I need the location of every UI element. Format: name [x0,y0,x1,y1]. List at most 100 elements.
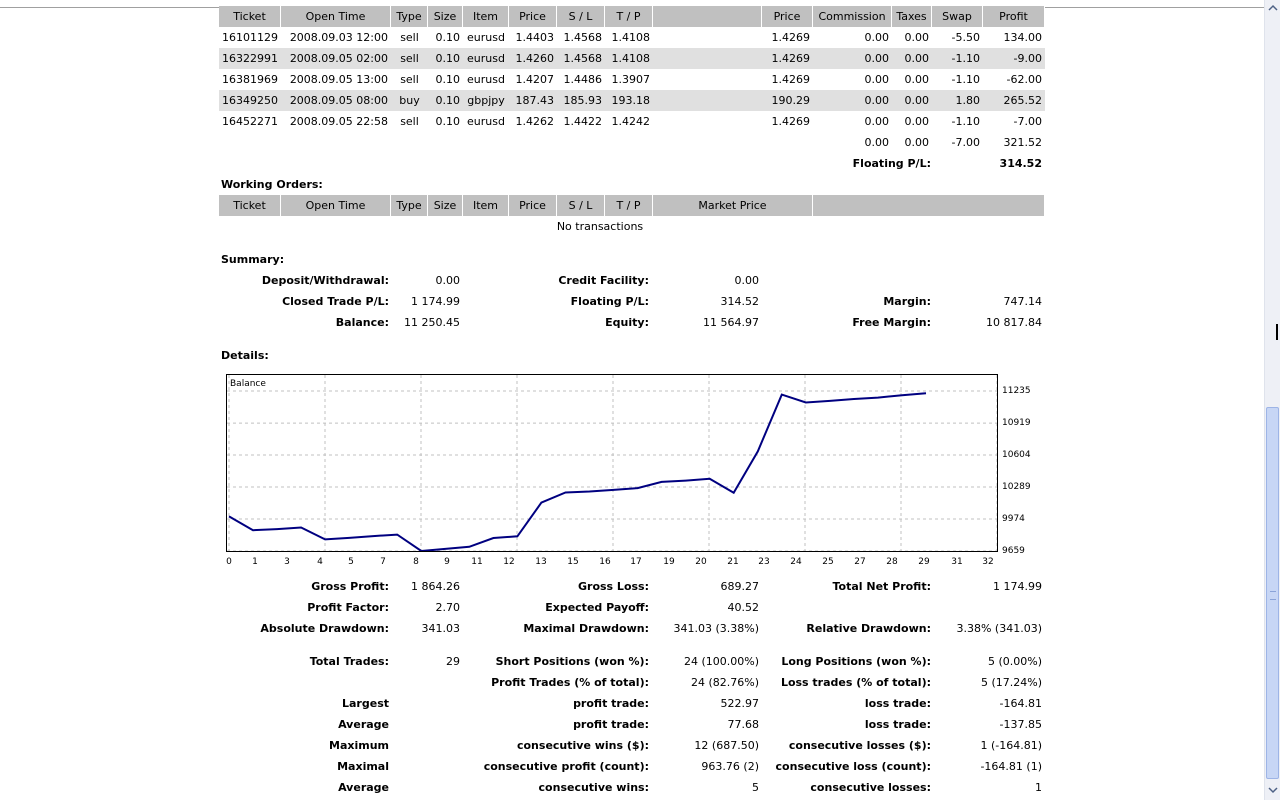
x-tick-label: 17 [630,557,641,567]
x-tick-label: 11 [471,557,482,567]
total-net-value: 1 174.99 [993,580,1042,593]
x-tick-label: 5 [348,557,354,567]
header-blank [653,6,762,27]
gross-loss-label: Gross Loss: [578,580,649,593]
balance-chart-svg: Balance [227,375,997,551]
maximum-label: Maximum [329,739,389,752]
cell-price: 1.4403 [515,31,555,44]
totals-taxes: 0.00 [904,136,930,149]
header-current-price: Price [762,6,813,27]
margin-value: 747.14 [1003,295,1043,308]
cell-commission: 0.00 [864,52,890,65]
table-row: 16452271 2008.09.05 22:58 sell 0.10 eurusd 1.… [219,111,1045,132]
cell-size: 0.10 [435,31,461,44]
x-tick-label: 28 [886,557,898,567]
grip-icon [1270,591,1276,600]
x-tick-label: 1 [252,557,258,567]
vertical-scrollbar[interactable] [1264,0,1280,800]
cell-blank [653,27,762,48]
loss-trades-label: Loss trades (% of total): [780,676,931,689]
cell-ticket: 16349250 [222,94,278,107]
cell-current-price: 1.4269 [771,115,811,128]
table-row: 16101129 2008.09.03 12:00 sell 0.10 eurusd 1.… [219,27,1045,48]
x-tick-label: 4 [317,557,323,567]
header-taxes: Taxes [892,6,932,27]
x-tick-label: 19 [663,557,675,567]
cell-open-time: 2008.09.05 22:58 [289,115,388,128]
wo-header-type: Type [391,195,428,216]
gross-loss-value: 689.27 [720,580,760,593]
scroll-down-arrow-icon[interactable] [1266,782,1280,798]
header-commission: Commission [813,6,892,27]
floating-pl-value: 314.52 [999,157,1042,170]
cell-type: sell [400,52,419,65]
x-tick-label: 32 [982,557,993,567]
expected-payoff-value: 40.52 [727,601,760,614]
cell-current-price: 1.4269 [771,31,811,44]
cell-profit: -7.00 [1013,115,1042,128]
cell-item: eurusd [467,52,505,65]
maximal-drawdown-value: 341.03 (3.38%) [673,622,759,635]
cell-price: 1.4260 [515,52,555,65]
cell-type: sell [400,73,419,86]
y-tick-label: 11235 [1002,386,1031,396]
cell-commission: 0.00 [864,115,890,128]
totals-commission: 0.00 [864,136,890,149]
balance-line [228,392,927,551]
max-cons-wins-label: consecutive wins ($): [516,739,649,752]
header-sl: S / L [557,6,605,27]
avg-cons-wins-value: 5 [752,781,759,794]
max-cons-losses-value: 1 (-164.81) [980,739,1042,752]
deposit-value: 0.00 [435,274,461,287]
cell-tp: 1.4242 [611,115,651,128]
y-tick-label: 10919 [1002,418,1031,428]
absolute-drawdown-label: Absolute Drawdown: [260,622,389,635]
scrollbar-thumb[interactable] [1266,407,1279,779]
maximal-profit-value: 963.76 (2) [701,760,759,773]
cell-profit: -9.00 [1013,52,1042,65]
header-open-time: Open Time [281,6,391,27]
cell-sl: 1.4422 [563,115,603,128]
x-tick-label: 20 [695,557,707,567]
cell-tp: 193.18 [611,94,651,107]
cell-taxes: 0.00 [904,31,930,44]
details-title: Details: [221,349,269,362]
x-tick-label: 27 [854,557,865,567]
cell-item: eurusd [467,115,505,128]
no-transactions-text: No transactions [556,220,644,233]
x-tick-label: 24 [790,557,802,567]
equity-label: Equity: [605,316,649,329]
header-ticket: Ticket [219,6,281,27]
wo-header-open-time: Open Time [281,195,391,216]
cell-item: eurusd [467,31,505,44]
cell-price: 1.4262 [515,115,555,128]
summary-floating-label: Floating P/L: [570,295,649,308]
cell-size: 0.10 [435,52,461,65]
cell-size: 0.10 [435,115,461,128]
cell-swap: -1.10 [951,115,980,128]
cell-profit: -62.00 [1006,73,1042,86]
cell-ticket: 16452271 [222,115,278,128]
long-positions-label: Long Positions (won %): [781,655,931,668]
avg-cons-losses-value: 1 [1035,781,1042,794]
cell-price: 1.4207 [515,73,555,86]
scroll-up-arrow-icon[interactable] [1266,0,1280,16]
cell-swap: 1.80 [955,94,981,107]
x-tick-label: 12 [503,557,514,567]
avg-cons-wins-label: consecutive wins: [538,781,649,794]
totals-swap: -7.00 [951,136,980,149]
largest-label: Largest [342,697,389,710]
x-tick-label: 15 [567,557,578,567]
wo-header-sl: S / L [557,195,605,216]
table-row: 16322991 2008.09.05 02:00 sell 0.10 eurusd 1.… [219,48,1045,69]
average2-label: Average [338,781,389,794]
cell-profit: 134.00 [1003,31,1043,44]
cell-open-time: 2008.09.05 08:00 [289,94,388,107]
maximal-label: Maximal [337,760,389,773]
header-size: Size [428,6,463,27]
cell-commission: 0.00 [864,73,890,86]
x-tick-label: 29 [918,557,930,567]
cell-current-price: 190.29 [771,94,811,107]
max-cons-wins-value: 12 (687.50) [694,739,759,752]
y-tick-label: 10604 [1002,450,1031,460]
